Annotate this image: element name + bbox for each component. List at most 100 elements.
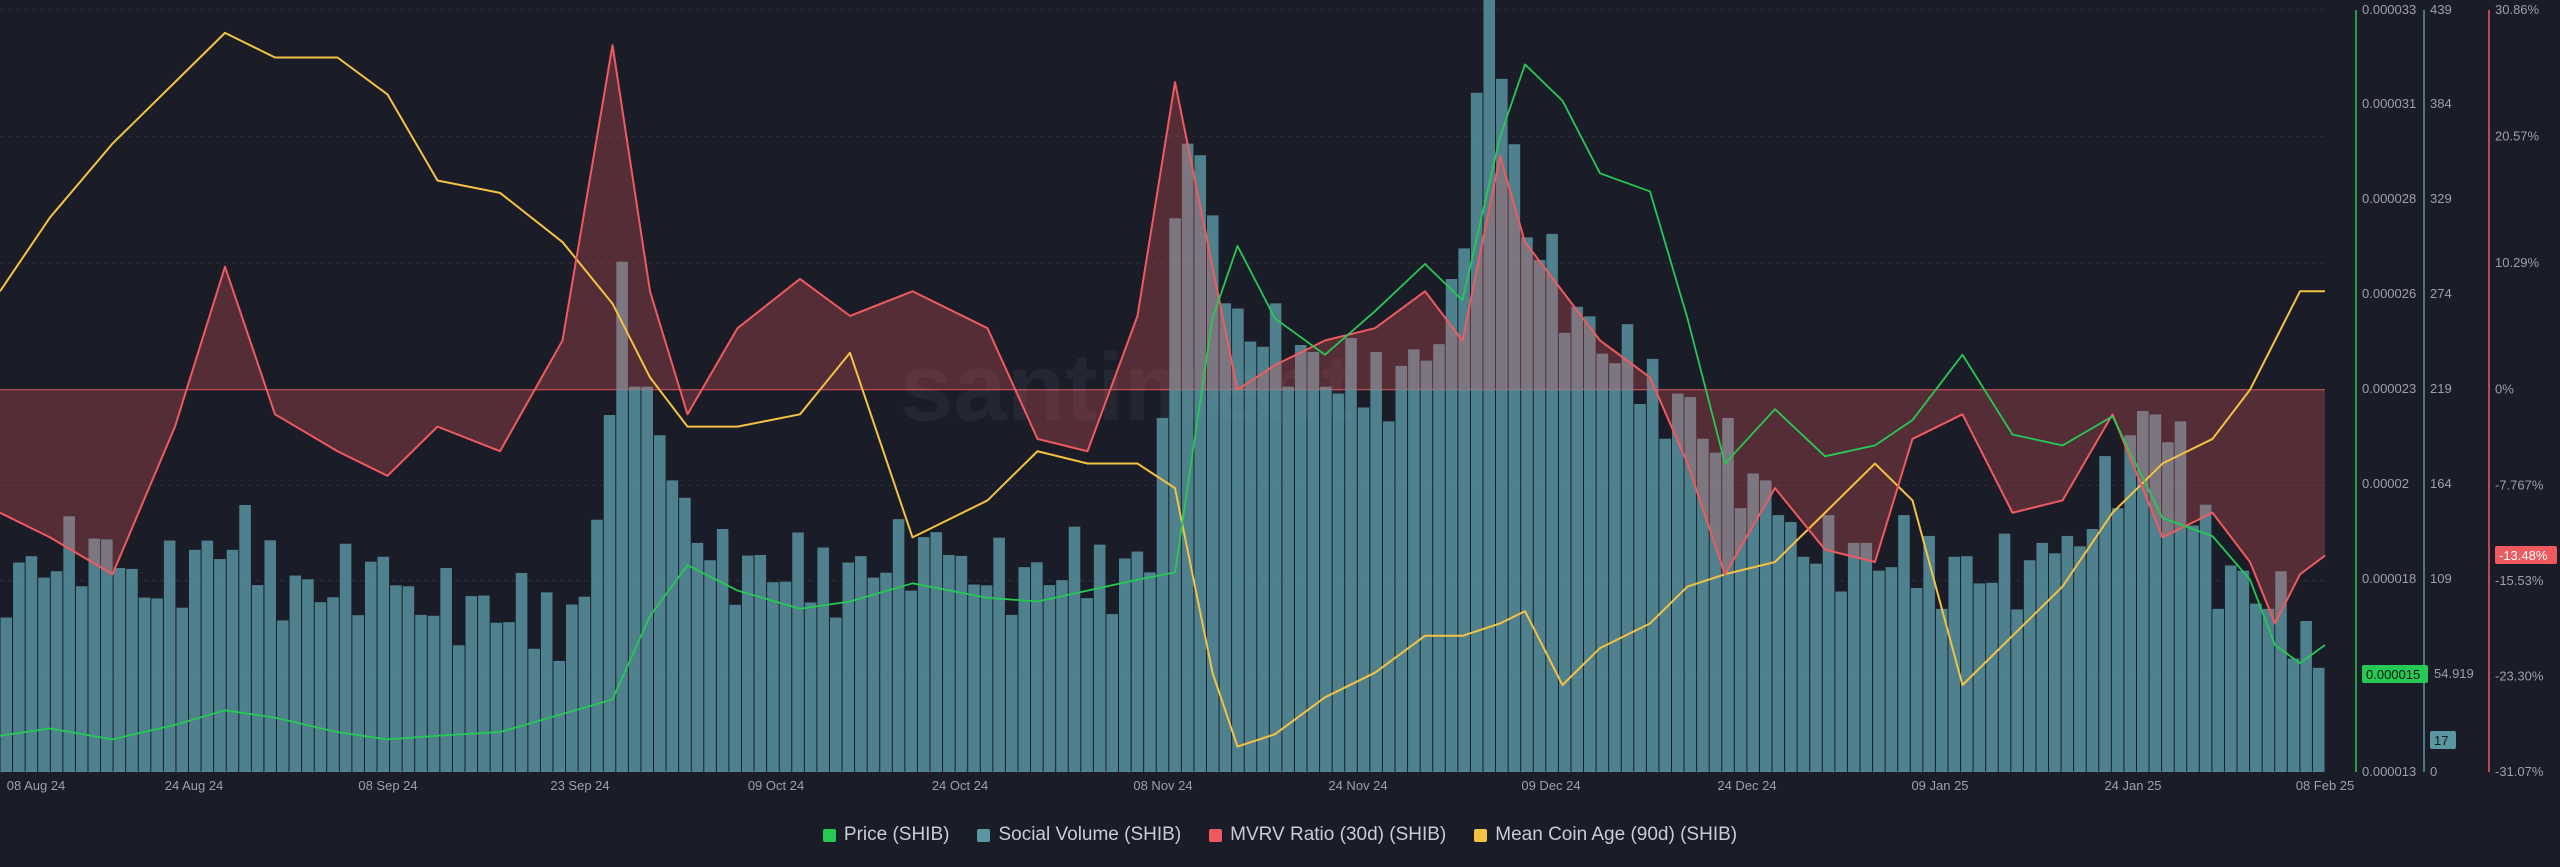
social-volume-bar: [842, 562, 855, 772]
social-volume-bar: [163, 540, 176, 772]
social-volume-bar: [2023, 560, 2036, 772]
social-volume-bar: [1005, 614, 1018, 772]
social-volume-bar: [2036, 542, 2049, 772]
social-volume-bar: [1420, 360, 1433, 772]
social-volume-bar: [138, 597, 151, 772]
social-volume-axis-tick-label: 109: [2430, 571, 2452, 586]
price-axis-tick-label: 0.000028: [2362, 191, 2416, 206]
social-volume-bar: [1156, 417, 1169, 772]
x-tick-label: 09 Jan 25: [1911, 778, 1968, 793]
social-volume-bar: [2149, 414, 2162, 772]
social-volume-bar: [1068, 526, 1081, 772]
social-volume-bar: [1081, 598, 1093, 772]
social-volume-bar: [50, 571, 63, 772]
social-volume-bar: [364, 561, 377, 772]
social-volume-bar: [1533, 259, 1546, 772]
mvrv-axis-tick-label: 0%: [2495, 382, 2514, 397]
mvrv-axis-tick-label: -15.53%: [2495, 573, 2544, 588]
legend-swatch: [977, 828, 991, 842]
mean-coin-age-line: [0, 31, 2325, 748]
social-volume-bar: [126, 568, 138, 772]
social-volume-bar: [1307, 351, 1320, 772]
social-volume-bar: [2199, 504, 2212, 772]
social-volume-bar: [452, 645, 465, 772]
social-volume-bar: [1521, 237, 1533, 773]
social-volume-bar: [2086, 528, 2099, 772]
social-volume-bar: [2099, 456, 2111, 772]
legend-item[interactable]: Social Volume (SHIB): [977, 824, 1181, 846]
x-tick-label: 24 Aug 24: [165, 778, 224, 793]
social-volume-bar: [2312, 667, 2325, 772]
social-volume-bar: [1759, 480, 1772, 772]
social-volume-bar: [2237, 570, 2250, 772]
social-volume-bar: [251, 585, 264, 772]
social-volume-bar: [704, 560, 716, 772]
social-volume-bar: [917, 537, 930, 772]
social-volume-bar: [943, 555, 955, 772]
social-volume-bar: [1169, 218, 1181, 772]
social-volume-axis-tick-label: 0: [2430, 764, 2437, 779]
social-volume-bar: [1785, 522, 1797, 772]
social-volume-tick-label: 54.919: [2434, 666, 2474, 681]
x-tick-label: 23 Sep 24: [550, 778, 609, 793]
social-volume-bar: [679, 497, 691, 772]
social-volume-bar: [754, 555, 767, 772]
social-volume-bar: [779, 581, 792, 772]
social-volume-bar: [2212, 608, 2224, 772]
price-axis-tick-label: 0.000031: [2362, 96, 2416, 111]
social-volume-bar: [2300, 620, 2312, 772]
social-volume-bar: [1269, 303, 1282, 772]
social-volume-bar: [390, 585, 402, 772]
social-volume-bar: [792, 532, 804, 772]
social-volume-bar: [1646, 358, 1659, 772]
social-volume-bar: [1747, 473, 1759, 772]
legend-label: Social Volume (SHIB): [998, 824, 1182, 845]
social-volume-bar: [566, 604, 578, 772]
mvrv-axis-tick-label: 20.57%: [2495, 129, 2540, 144]
social-volume-bar: [1018, 567, 1031, 772]
mvrv-fill-area: [0, 45, 2325, 624]
social-volume-bar: [1043, 585, 1056, 772]
social-volume-axis-tick-label: 329: [2430, 191, 2452, 206]
social-volume-bar: [377, 556, 390, 772]
social-volume-bar: [955, 555, 968, 772]
social-volume-bar: [2224, 565, 2237, 772]
social-volume-bar: [1106, 614, 1119, 772]
legend-item[interactable]: MVRV Ratio (30d) (SHIB): [1209, 824, 1446, 846]
social-volume-bar: [0, 617, 13, 772]
social-volume-bar: [2011, 609, 2023, 772]
social-volume-bar: [1181, 143, 1194, 773]
social-volume-bar: [1885, 567, 1898, 772]
social-volume-bar: [980, 585, 993, 772]
mvrv-axis-tick-label: 10.29%: [2495, 255, 2540, 270]
social-volume-bar: [1722, 417, 1734, 772]
social-volume-bar: [402, 586, 415, 772]
mvrv-axis-tick-label: -31.07%: [2495, 764, 2544, 779]
social-volume-bar: [2124, 435, 2136, 772]
social-volume-bar: [440, 568, 452, 772]
social-volume-bar: [13, 562, 25, 772]
social-volume-bar: [2136, 410, 2149, 772]
x-axis-ticks: 08 Aug 24 24 Aug 24 08 Sep 24 23 Sep 24 09 O…: [7, 778, 2355, 793]
social-volume-bar: [1797, 556, 1810, 772]
social-volume-bar: [1986, 582, 1998, 772]
social-volume-bar: [1345, 338, 1357, 772]
price-axis-tick-label: 0.000033: [2362, 2, 2416, 17]
social-volume-bar: [729, 604, 741, 772]
social-volume-current-label: 17: [2434, 733, 2448, 748]
x-tick-label: 08 Sep 24: [358, 778, 417, 793]
social-volume-bar: [1144, 572, 1156, 772]
social-volume-bar: [2111, 508, 2124, 772]
social-volume-bar: [1357, 407, 1370, 772]
social-volume-bar: [38, 577, 50, 772]
social-volume-bar: [2187, 525, 2199, 772]
mvrv-line: [0, 44, 2326, 625]
x-tick-label: 24 Oct 24: [932, 778, 988, 793]
social-volume-bar: [1935, 608, 1948, 772]
social-volume-bar: [151, 598, 163, 772]
social-volume-bar: [1810, 563, 1822, 772]
social-volume-bar: [741, 555, 754, 772]
legend-item[interactable]: Mean Coin Age (90d) (SHIB): [1474, 824, 1737, 846]
social-volume-bar: [339, 543, 352, 772]
legend-item[interactable]: Price (SHIB): [822, 824, 949, 846]
